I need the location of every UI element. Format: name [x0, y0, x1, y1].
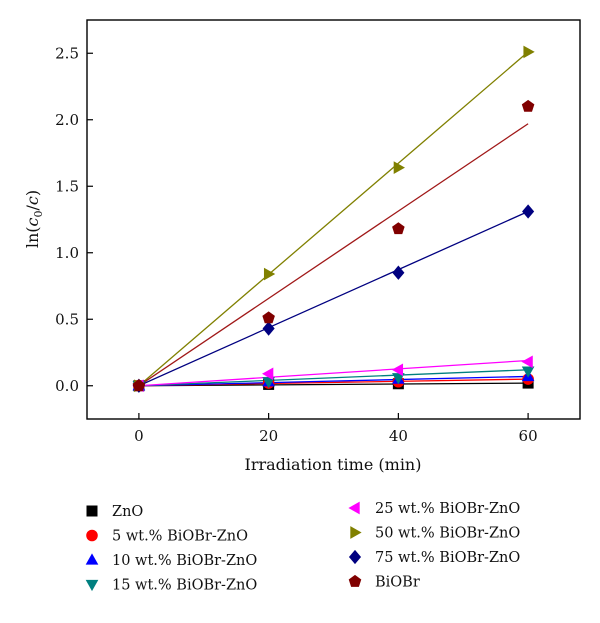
y-axis-title-part-1: ln( — [23, 226, 42, 248]
data-point — [262, 377, 275, 389]
data-point — [523, 45, 535, 59]
data-point — [522, 204, 535, 219]
y-axis-ticks: 0.0 0.5 1.0 1.5 2.0 2.5 — [55, 44, 93, 395]
data-point — [521, 355, 533, 369]
x-axis-title: Irradiation time (min) — [245, 455, 422, 474]
legend-marker — [86, 505, 98, 517]
legend-label: 5 wt.% BiOBr-ZnO — [112, 529, 248, 545]
data-point — [393, 161, 405, 174]
y-tick-label: 1.5 — [55, 177, 79, 195]
legend-marker — [348, 549, 362, 565]
data-point — [392, 222, 405, 235]
legend-marker — [85, 553, 99, 565]
legend-label: 75 wt.% BiOBr-ZnO — [375, 550, 520, 566]
legend-label: 50 wt.% BiOBr-ZnO — [375, 526, 520, 542]
y-axis-title: ln(c0/c) — [23, 190, 45, 248]
x-tick-label: 20 — [259, 427, 278, 445]
y-tick-label: 2.5 — [55, 44, 79, 62]
data-point — [263, 267, 276, 281]
fit-line — [138, 382, 529, 387]
legend-marker — [348, 501, 360, 515]
legend-label: ZnO — [112, 504, 143, 520]
fit-line — [138, 123, 529, 387]
fit-line — [138, 359, 529, 387]
fit-line — [138, 210, 529, 387]
data-point — [262, 311, 275, 324]
legend-marker — [350, 526, 362, 539]
x-tick-label: 40 — [389, 427, 408, 445]
y-axis-title-part-6: ) — [23, 190, 42, 196]
y-axis-title-subscript: 0 — [32, 210, 45, 217]
legend-marker — [348, 574, 362, 587]
x-tick-label: 60 — [519, 427, 538, 445]
data-point — [262, 367, 274, 381]
legend-label: 25 wt.% BiOBr-ZnO — [375, 501, 520, 517]
y-tick-label: 2.0 — [55, 111, 79, 129]
y-axis-title-part-2: c — [23, 217, 42, 226]
data-point — [392, 265, 405, 280]
legend-label: 15 wt.% BiOBr-ZnO — [112, 578, 257, 594]
data-points — [132, 45, 535, 393]
y-tick-label: 1.0 — [55, 244, 79, 262]
legend: ZnO 5 wt.% BiOBr-ZnO 10 wt.% BiOBr-ZnO 15 w… — [85, 501, 520, 594]
y-axis-title-part-4: / — [23, 204, 42, 210]
legend-marker — [85, 579, 99, 592]
fit-line — [138, 51, 529, 387]
y-tick-label: 0.5 — [55, 310, 79, 328]
data-point — [521, 99, 535, 112]
fit-line — [138, 369, 529, 387]
data-point — [392, 373, 405, 385]
y-axis-title-part-5: c — [23, 196, 42, 205]
fit-line — [138, 375, 529, 387]
fit-lines — [138, 51, 529, 387]
data-point — [521, 366, 535, 378]
x-tick-label: 0 — [134, 427, 144, 445]
y-tick-label: 0.0 — [55, 377, 79, 395]
legend-marker — [86, 529, 98, 542]
data-point — [262, 321, 275, 336]
data-point — [391, 363, 404, 377]
plot-frame — [86, 19, 581, 420]
data-point — [132, 379, 146, 392]
legend-label: 10 wt.% BiOBr-ZnO — [112, 553, 257, 569]
x-axis-ticks: 0 20 40 60 — [134, 413, 538, 445]
legend-label: BiOBr — [375, 575, 420, 591]
